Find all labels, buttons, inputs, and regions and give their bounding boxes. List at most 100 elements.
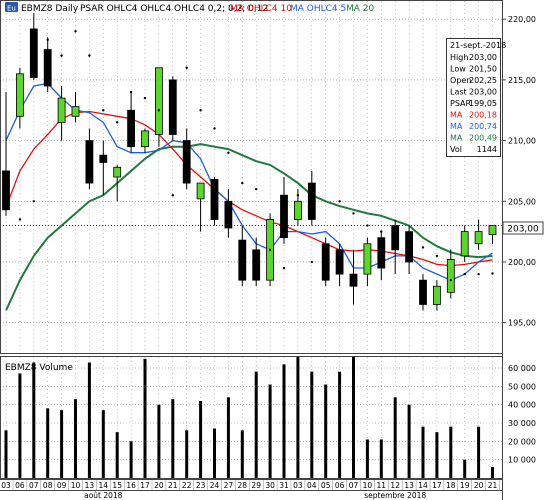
volume-bar [310,371,314,478]
day-label: 30 [265,481,275,490]
candle-body [419,279,427,305]
candle-body [99,154,108,163]
day-label: 21 [168,481,178,490]
day-label: 13 [85,481,95,490]
day-label: 28 [238,481,248,490]
candle [71,92,80,123]
candle [474,219,483,250]
candle [419,274,427,311]
candle-body [224,200,233,229]
psar-label: PSAR OHLC4 OHLC4 OHLC4 0,2; 0,2; 0,12 [80,4,268,14]
volume-bar [338,371,342,478]
day-label: 07 [349,481,359,490]
volume-bars-layer [4,357,494,478]
candle [377,231,386,281]
volume-bar [74,399,77,478]
candle-body [377,237,386,269]
volume-bar [352,357,355,478]
psar-dot [185,66,188,69]
info-row-label: MA [450,134,463,143]
info-row-value: 200,74 [469,122,497,131]
info-row-value: 1144 [477,145,497,154]
psar-dot [449,278,452,282]
candle-body [43,49,52,87]
volume-bar [435,432,439,478]
psar-dot [74,30,77,33]
day-label: 03 [1,481,11,490]
info-row-value: 199,05 [469,99,497,108]
psar-dot [407,242,411,245]
info-row-label: MA [450,111,463,120]
day-label: 06 [15,481,25,490]
day-label: 10 [363,481,373,490]
candle-body [363,243,372,275]
candle-body [57,97,66,123]
day-label: 12 [390,481,400,490]
candle [99,140,108,196]
psar-dot [477,272,480,276]
day-label: 06 [335,481,345,490]
candle [141,128,149,153]
candle [405,225,414,275]
psar-dot [491,272,494,275]
day-label: 14 [418,481,428,490]
volume-bar [87,362,91,478]
info-row-label: Low [450,65,466,74]
price-axis: 220,00 215,00 210,00 205,00 200,00 195,00 [502,15,536,328]
candle-body [141,130,149,148]
candle [446,249,455,299]
day-label: 17 [432,481,442,490]
candle [488,225,497,244]
volume-bar [101,410,105,478]
candle [432,280,441,311]
psar-dot [199,109,202,112]
candles-layer [2,13,497,311]
candle [113,164,122,202]
volume-bar [129,441,133,478]
symbol-label: EBMZ8 Daily [21,4,79,14]
candle-body [168,79,177,135]
candle-body [252,249,261,281]
candle [280,177,288,244]
current-price-tag: 203,00 [502,221,544,235]
psar-dot [282,266,286,270]
candle-body [85,140,94,184]
candle-body [182,140,191,184]
volume-bar [46,408,50,478]
volume-tick-label: 30 000 [508,419,536,428]
candle-body [29,28,38,78]
psar-dot [213,127,216,130]
volume-bar [18,373,22,478]
candle [127,92,135,153]
psar-dot [129,90,133,94]
psar-dot [268,248,272,252]
candle-body [349,273,358,287]
candle-body [15,73,24,117]
day-label: 11 [377,481,387,490]
month-label: septembre 2018 [364,491,426,500]
info-row-value: 202,25 [469,76,497,85]
candle [15,67,24,129]
day-label: 07 [29,481,39,490]
psar-dot [352,212,355,215]
psar-dot [380,230,383,233]
day-label: 20 [154,481,164,490]
volume-bar [226,397,230,478]
candle-body [307,182,316,220]
volume-bar [296,357,300,478]
app-icon[interactable] [5,2,18,12]
psar-dot [421,246,425,249]
day-label: 09 [57,481,67,490]
volume-tick-label: 50 000 [508,382,536,391]
candle-body [460,231,469,257]
app-icon-label: Eu [7,5,16,13]
psar-dot [394,236,397,239]
candle-body [488,225,497,236]
candle-body [2,170,10,211]
volume-tick-label: 60 000 [508,364,536,373]
candle-body [474,231,483,245]
price-tick-label: 210,00 [508,137,536,146]
psar-dot [171,194,174,197]
candle-body [432,285,441,305]
